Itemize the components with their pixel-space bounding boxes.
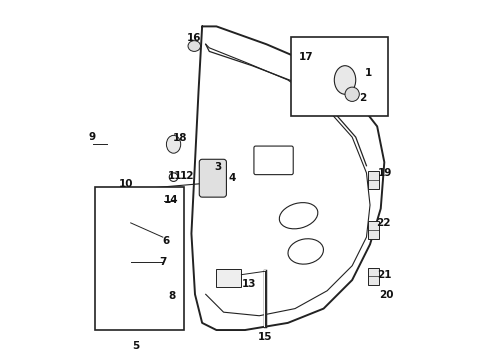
- Ellipse shape: [345, 87, 359, 102]
- Text: 13: 13: [242, 279, 256, 289]
- Text: 17: 17: [298, 52, 313, 62]
- Text: 10: 10: [119, 179, 134, 189]
- Text: 8: 8: [168, 291, 175, 301]
- Circle shape: [169, 173, 178, 181]
- Text: 15: 15: [257, 332, 272, 342]
- Ellipse shape: [167, 135, 181, 153]
- Text: 2: 2: [359, 93, 367, 103]
- Text: 21: 21: [377, 270, 392, 280]
- Text: 22: 22: [376, 218, 391, 228]
- Bar: [292, 37, 388, 116]
- Ellipse shape: [188, 41, 200, 51]
- Ellipse shape: [279, 203, 318, 229]
- Text: 5: 5: [132, 342, 140, 351]
- Ellipse shape: [288, 239, 323, 264]
- Text: 7: 7: [159, 257, 167, 267]
- Text: 12: 12: [180, 171, 195, 181]
- Text: 9: 9: [89, 132, 96, 142]
- FancyBboxPatch shape: [254, 146, 293, 175]
- Text: 3: 3: [215, 162, 222, 172]
- Text: 14: 14: [164, 195, 178, 204]
- Bar: [217, 269, 242, 287]
- FancyBboxPatch shape: [199, 159, 226, 197]
- Text: 4: 4: [229, 173, 236, 183]
- Text: 1: 1: [365, 68, 372, 78]
- Bar: [368, 171, 379, 189]
- Bar: [368, 267, 379, 285]
- Ellipse shape: [334, 66, 356, 94]
- Text: 20: 20: [379, 290, 393, 300]
- Text: 19: 19: [378, 168, 392, 178]
- Bar: [95, 187, 184, 330]
- Text: 6: 6: [162, 236, 170, 246]
- Text: 11: 11: [168, 171, 183, 181]
- Text: 18: 18: [173, 133, 187, 143]
- Bar: [368, 221, 379, 239]
- Text: 16: 16: [187, 33, 201, 43]
